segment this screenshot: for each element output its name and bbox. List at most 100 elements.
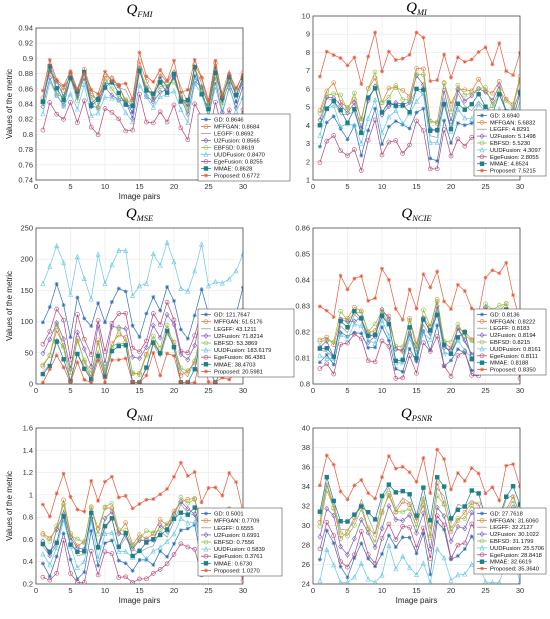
series-point <box>192 57 197 62</box>
series-point <box>517 88 520 94</box>
series-point <box>151 497 156 502</box>
series-point <box>428 285 433 290</box>
series-point <box>345 575 350 580</box>
series-point <box>75 580 80 584</box>
series-point <box>379 110 385 115</box>
series-point <box>109 299 114 304</box>
series-point <box>373 345 378 350</box>
x-tick-label: 15 <box>135 586 143 595</box>
legend-marker <box>203 354 209 360</box>
series-point <box>517 578 520 584</box>
series-point <box>178 541 184 546</box>
legend-marker <box>479 552 485 558</box>
series-point <box>441 350 447 357</box>
series-point <box>359 477 364 482</box>
series-point <box>68 369 73 374</box>
series-point <box>476 86 481 91</box>
series-point <box>400 464 405 469</box>
series-point <box>75 360 80 365</box>
series-point <box>109 505 115 511</box>
series-point <box>442 52 447 57</box>
y-tick-label: 0.74 <box>18 176 33 185</box>
series-point <box>435 475 440 480</box>
series-point <box>496 83 502 89</box>
series-point <box>317 117 323 123</box>
series-point <box>123 561 128 566</box>
legend-marker <box>204 511 208 516</box>
series-point <box>366 54 371 59</box>
series-point <box>331 561 337 568</box>
series-point <box>47 561 53 568</box>
series-point <box>123 109 129 115</box>
series-point <box>172 541 176 546</box>
series-point <box>455 471 460 476</box>
series-point <box>82 98 87 104</box>
series-point <box>157 517 163 522</box>
series-line-5 <box>42 241 243 300</box>
legend-entry: EgeFusion: 0.8111 <box>490 354 538 360</box>
series-point <box>469 116 475 122</box>
series-point <box>414 306 419 311</box>
series-point <box>317 557 322 562</box>
legend-entry: LEGFF: 43.1211 <box>214 327 256 333</box>
series-point <box>82 71 87 76</box>
series-point <box>420 330 426 336</box>
series-point <box>192 367 197 372</box>
legend-box <box>197 308 295 378</box>
legend-entry: U2Fusion: 5.1498 <box>490 134 536 140</box>
y-tick-label: 200 <box>20 255 33 264</box>
series-point <box>455 515 461 521</box>
series-point <box>462 87 468 93</box>
series-point <box>158 373 163 378</box>
series-point <box>89 101 94 106</box>
series-point <box>151 91 156 96</box>
series-point <box>102 549 108 555</box>
series-point <box>365 115 371 121</box>
series-point <box>150 322 156 329</box>
series-point <box>483 301 488 307</box>
x-tick-label: 10 <box>378 182 386 191</box>
series-point <box>338 148 343 154</box>
series-point <box>89 380 94 384</box>
series-point <box>469 488 474 493</box>
series-point <box>185 97 191 103</box>
legend-marker <box>203 159 209 164</box>
chart-title: QFMI <box>127 2 154 19</box>
legend-marker <box>204 117 208 122</box>
series-point <box>61 116 66 122</box>
series-point <box>157 351 163 356</box>
series-point <box>352 97 357 102</box>
series-point <box>61 514 66 519</box>
series-point <box>157 522 163 528</box>
legend-entry: UUDFusion: 183.6179 <box>214 348 271 354</box>
series-point <box>54 540 59 545</box>
series-point <box>317 483 322 488</box>
series-point <box>324 352 329 357</box>
series-point <box>130 110 135 115</box>
series-point <box>434 297 440 302</box>
series-point <box>435 447 440 452</box>
legend-entry: MFFGAN: 0.7709 <box>214 519 259 525</box>
series-point <box>233 108 239 114</box>
series-point <box>158 549 163 554</box>
series-point <box>68 75 73 81</box>
x-tick-label: 10 <box>101 586 109 595</box>
series-point <box>345 579 350 584</box>
series-point <box>365 97 371 104</box>
series-point <box>68 571 73 576</box>
series-point <box>428 156 433 161</box>
series-point <box>476 91 481 97</box>
y-tick-label: 0.8 <box>300 380 310 389</box>
series-point <box>130 118 136 125</box>
series-point <box>185 520 191 526</box>
series-point <box>338 489 343 494</box>
series-point <box>240 94 243 100</box>
series-point <box>102 515 108 522</box>
legend-marker <box>480 168 484 173</box>
series-point <box>75 295 80 300</box>
series-point <box>379 129 385 136</box>
series-point <box>317 509 323 514</box>
series-point <box>171 317 177 323</box>
series-point <box>137 380 142 384</box>
y-tick-label: 38 <box>302 443 310 452</box>
